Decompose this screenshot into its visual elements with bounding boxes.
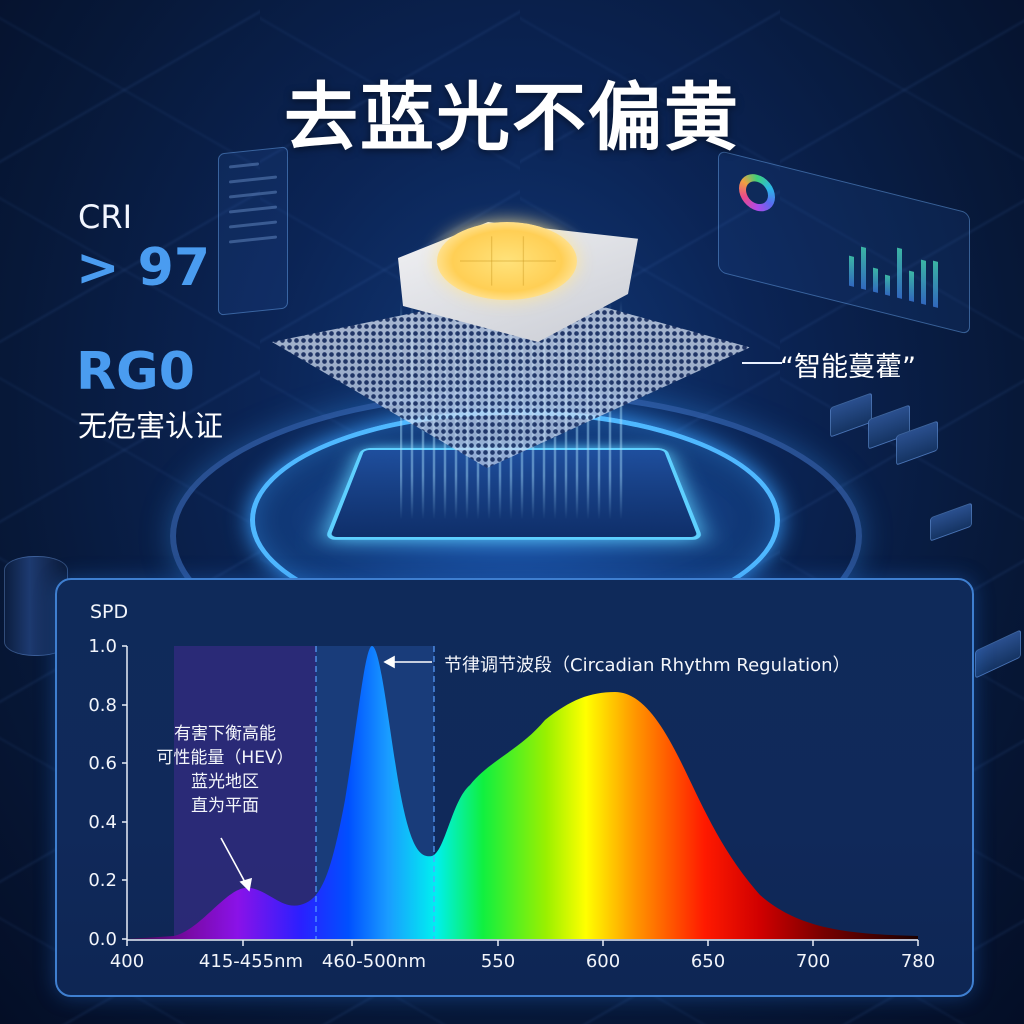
y-tick-label: 0.8 (88, 695, 117, 716)
risk-group-caption: 无危害认证 (78, 409, 224, 443)
annotation-line: 蓝光地区 (191, 772, 259, 792)
x-tick-label: 650 (691, 951, 725, 972)
x-tick-label: 600 (586, 951, 620, 972)
x-tick-label: 400 (110, 951, 144, 972)
y-tick-label: 0.0 (88, 929, 117, 950)
annotation-line: 可性能量（HEV） (156, 748, 294, 768)
led-die-grid (460, 236, 556, 286)
x-tick-label: 415-455nm (199, 951, 303, 972)
y-tick-label: 0.6 (88, 753, 117, 774)
annotation-line: 直为平面 (191, 796, 259, 816)
risk-group-value: RG0 (76, 342, 195, 402)
y-tick-label: 0.2 (88, 870, 117, 891)
callout-leader-line (742, 362, 782, 364)
hev-annotation: 有害下衡高能 可性能量（HEV） 蓝光地区 直为平面 (150, 722, 300, 818)
cri-label: CRI (78, 198, 133, 236)
x-tick-label: 700 (796, 951, 830, 972)
x-tick-label: 780 (901, 951, 935, 972)
mesh-callout-label: “智能蔓藿” (780, 352, 916, 383)
hev-annotation-arrow (220, 837, 247, 885)
cri-value: > 97 (76, 238, 211, 298)
y-tick-label: 0.4 (88, 812, 117, 833)
page-title: 去蓝光不偏黄 (284, 75, 740, 161)
spd-curve-area (127, 646, 918, 939)
arrowhead-icon (383, 655, 395, 669)
y-axis-title: SPD (90, 601, 129, 623)
y-tick-label: 1.0 (88, 636, 117, 657)
annotation-line: 有害下衡高能 (174, 724, 276, 744)
x-tick-label: 460-500nm (322, 951, 426, 972)
x-tick-label: 550 (481, 951, 515, 972)
circadian-annotation: 节律调节波段（Circadian Rhythm Regulation） (444, 655, 851, 676)
arrowhead-icon (239, 877, 253, 892)
